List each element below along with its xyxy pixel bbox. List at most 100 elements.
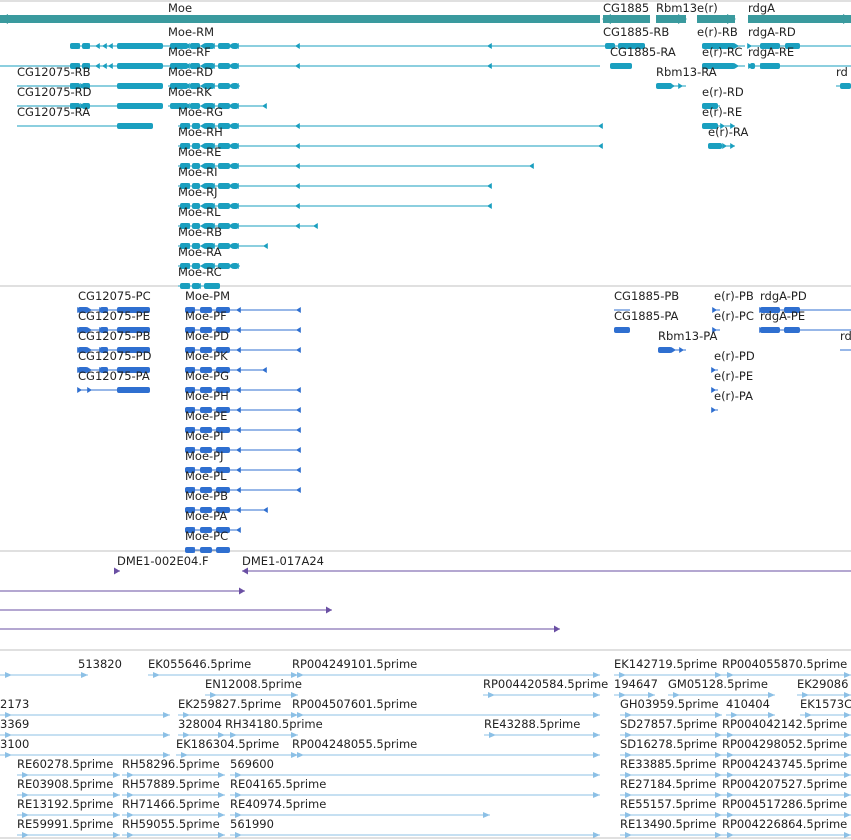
strand-arrow xyxy=(95,63,100,69)
strand-arrow xyxy=(205,487,210,493)
strand-arrow xyxy=(99,367,104,373)
protein-e-r-pe: e(r)-PE xyxy=(711,369,753,393)
strand-arrow xyxy=(593,832,600,838)
exon-block xyxy=(190,103,200,109)
transcript-moe-rl: Moe-RL xyxy=(178,205,318,229)
strand-arrow xyxy=(313,223,318,229)
strand-arrow xyxy=(175,83,180,89)
strand-arrow xyxy=(222,387,227,393)
protein-cg12075-pc: CG12075-PC xyxy=(77,289,151,313)
strand-arrow xyxy=(235,772,242,778)
feature-label: Moe-PL xyxy=(185,469,227,483)
feature-label: RP004207527.5prime xyxy=(722,777,847,791)
strand-arrow xyxy=(326,606,332,614)
strand-arrow xyxy=(844,712,851,718)
protein-moe-pa: Moe-PA xyxy=(185,509,241,533)
feature-label: RE33885.5prime xyxy=(620,757,716,771)
strand-arrow xyxy=(222,487,227,493)
strand-arrow xyxy=(163,752,170,758)
protein-moe-pi: Moe-PI xyxy=(185,429,301,453)
exon-block xyxy=(614,327,630,333)
protein-moe-pd: Moe-PD xyxy=(185,329,301,353)
strand-arrow xyxy=(175,43,180,49)
strand-arrow xyxy=(80,83,85,89)
transcript-moe-rd: Moe-RD xyxy=(168,65,240,89)
gene-bar xyxy=(0,15,600,23)
strand-arrow xyxy=(844,772,851,778)
strand-arrow xyxy=(295,143,300,149)
strand-arrow xyxy=(222,527,227,533)
feature-label: RH58296.5prime xyxy=(122,757,220,771)
est-en12008-5prime: EN12008.5prime xyxy=(205,677,302,698)
strand-arrow xyxy=(768,43,773,49)
strand-arrow xyxy=(483,812,490,818)
strand-arrow xyxy=(190,427,195,433)
exon-block xyxy=(192,123,200,129)
transcript-cg1885-ra: CG1885-RA xyxy=(610,45,676,69)
protein-e-r-pd: e(r)-PD xyxy=(711,349,755,373)
feature-label: 194647 xyxy=(614,677,658,691)
bac-row-2 xyxy=(0,606,332,614)
protein-cg12075-pd: CG12075-PD xyxy=(77,349,152,373)
strand-arrow xyxy=(296,447,301,453)
feature-label: 3369 xyxy=(0,717,29,731)
exon-block xyxy=(204,263,214,269)
strand-arrow xyxy=(625,832,632,838)
strand-arrow xyxy=(234,123,239,129)
strand-arrow xyxy=(296,387,301,393)
feature-label: e(r)-PD xyxy=(714,349,755,363)
strand-arrow xyxy=(593,672,600,678)
feature-label: CG12075-PC xyxy=(78,289,151,303)
strand-arrow xyxy=(262,367,267,373)
exon-block xyxy=(117,327,150,333)
strand-arrow xyxy=(228,143,233,149)
feature-label: SD16278.5prime xyxy=(620,737,717,751)
strand-arrow xyxy=(210,83,215,89)
feature-label: CG1885-RB xyxy=(603,25,669,39)
feature-label: e(r) xyxy=(697,1,718,15)
feature-label: RP004226864.5prime xyxy=(722,817,847,831)
strand-arrow xyxy=(102,63,107,69)
strand-arrow xyxy=(87,327,92,333)
strand-arrow xyxy=(234,263,239,269)
strand-arrow xyxy=(200,243,205,249)
strand-arrow xyxy=(185,283,190,289)
strand-arrow xyxy=(727,812,734,818)
feature-label: 569600 xyxy=(230,757,274,771)
feature-label: RH34180.5prime xyxy=(225,717,323,731)
strand-arrow xyxy=(220,183,225,189)
strand-arrow xyxy=(190,367,195,373)
feature-label: RE59991.5prime xyxy=(17,817,113,831)
strand-arrow xyxy=(185,263,190,269)
exon-block xyxy=(117,347,150,353)
strand-arrow xyxy=(210,183,215,189)
strand-arrow xyxy=(234,83,239,89)
strand-arrow xyxy=(805,712,812,718)
strand-arrow xyxy=(678,83,683,89)
strand-arrow xyxy=(235,792,242,798)
strand-arrow xyxy=(190,327,195,333)
strand-arrow xyxy=(210,692,217,698)
est-rh34180-5prime: RH34180.5prime xyxy=(225,717,323,738)
strand-arrow xyxy=(295,163,300,169)
feature-label: CG1885 xyxy=(603,1,649,15)
strand-arrow xyxy=(228,123,233,129)
strand-arrow xyxy=(210,243,215,249)
feature-label: 3100 xyxy=(0,737,29,751)
strand-arrow xyxy=(235,812,242,818)
strand-arrow xyxy=(730,123,735,129)
feature-label: SD27857.5prime xyxy=(620,717,717,731)
feature-label: CG12075-RD xyxy=(17,85,92,99)
exon-block xyxy=(656,83,672,89)
strand-arrow xyxy=(210,63,215,69)
protein-rdga-pe: rdgA-PE xyxy=(759,309,851,333)
strand-arrow xyxy=(297,672,304,678)
exon-block xyxy=(117,43,163,49)
strand-arrow xyxy=(183,712,190,718)
est-3369: 3369 xyxy=(0,717,170,738)
strand-arrow xyxy=(295,183,300,189)
strand-arrow xyxy=(200,183,205,189)
strand-arrow xyxy=(220,203,225,209)
strand-arrow xyxy=(85,63,90,69)
strand-arrow xyxy=(127,792,134,798)
